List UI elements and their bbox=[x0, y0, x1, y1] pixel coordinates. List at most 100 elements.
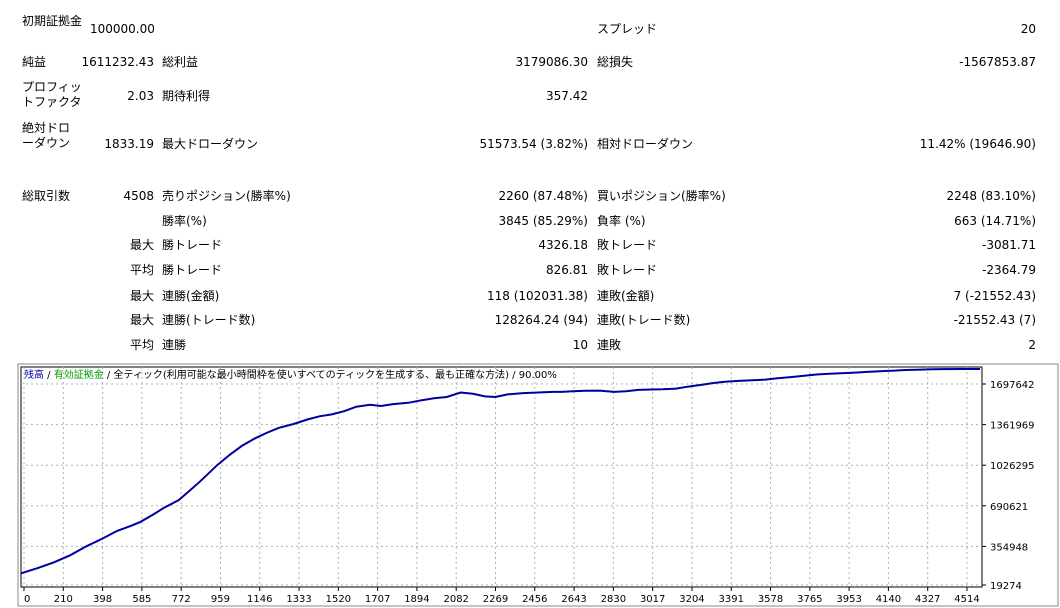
balance-chart: 1697642 1361969 1026295 690621 354948 19274 0… bbox=[0, 362, 1060, 608]
x-tick-label: 4140 bbox=[876, 594, 901, 605]
legend-equity: 有効証拠金 bbox=[53, 370, 104, 381]
max-dd-label: 最大ドローダウン bbox=[162, 137, 259, 151]
legend-separator: / bbox=[508, 370, 519, 381]
legend-separator: / bbox=[103, 370, 114, 381]
profit-factor-value: 2.03 bbox=[127, 89, 154, 103]
consec-win-count-value: 128264.24 (94) bbox=[494, 313, 588, 327]
expected-payoff-value: 357.42 bbox=[546, 89, 588, 103]
avg-consec-loss-label: 連敗 bbox=[597, 338, 622, 352]
largest-win-label: 勝トレード bbox=[162, 238, 223, 252]
largest-win-value: 4326.18 bbox=[538, 238, 588, 252]
x-tick-label: 772 bbox=[172, 594, 191, 605]
y-tick-label: 1026295 bbox=[990, 461, 1035, 472]
x-tick-label: 0 bbox=[24, 594, 30, 605]
average-loss-value: -2364.79 bbox=[982, 263, 1036, 277]
x-tick-label: 1707 bbox=[365, 594, 390, 605]
x-tick-label: 398 bbox=[93, 594, 112, 605]
x-tick-label: 1333 bbox=[286, 594, 311, 605]
balance-series-line bbox=[20, 368, 980, 575]
legend-balance: 残高 bbox=[24, 370, 44, 381]
x-tick-label: 1146 bbox=[247, 594, 272, 605]
y-tick-label: 19274 bbox=[990, 581, 1022, 592]
avg-consec-win-value: 10 bbox=[572, 338, 588, 352]
largest-label: 最大 bbox=[129, 238, 154, 252]
max-consec-amount-label: 最大 bbox=[129, 289, 154, 303]
legend-quality: 90.00% bbox=[518, 370, 557, 381]
loss-rate-value: 663 (14.71%) bbox=[954, 214, 1036, 228]
chart-frame bbox=[17, 363, 1059, 607]
x-tick-label: 3391 bbox=[719, 594, 744, 605]
consec-loss-count-label: 連敗(トレード数) bbox=[597, 313, 691, 327]
max-dd-value: 51573.54 (3.82%) bbox=[479, 137, 588, 151]
x-tick-label: 2082 bbox=[443, 594, 468, 605]
win-rate-value: 3845 (85.29%) bbox=[498, 214, 588, 228]
rel-dd-value: 11.42% (19646.90) bbox=[919, 137, 1036, 151]
win-rate-label: 勝率(%) bbox=[162, 214, 207, 228]
spread-value: 20 bbox=[1020, 22, 1036, 36]
long-positions-label: 買いポジション(勝率%) bbox=[597, 189, 726, 203]
x-tick-label: 1894 bbox=[404, 594, 429, 605]
expected-payoff-label: 期待利得 bbox=[162, 89, 211, 103]
consec-win-amount-label: 連勝(金額) bbox=[162, 289, 220, 303]
avg-consec-loss-value: 2 bbox=[1028, 338, 1036, 352]
x-tick-label: 3953 bbox=[836, 594, 861, 605]
y-axis: 1697642 1361969 1026295 690621 354948 19274 bbox=[982, 380, 1035, 592]
average-loss-label: 敗トレード bbox=[597, 263, 658, 277]
y-tick-label: 1697642 bbox=[990, 380, 1035, 391]
net-profit-value: 1611232.43 bbox=[81, 55, 154, 69]
x-tick-label: 585 bbox=[132, 594, 151, 605]
x-tick-label: 4327 bbox=[915, 594, 940, 605]
consec-loss-amount-value: 7 (-21552.43) bbox=[953, 289, 1036, 303]
x-tick-label: 959 bbox=[211, 594, 230, 605]
x-tick-label: 4514 bbox=[954, 594, 979, 605]
rel-dd-label: 相対ドローダウン bbox=[597, 137, 694, 151]
net-profit-label: 純益 bbox=[22, 55, 47, 69]
x-tick-label: 3765 bbox=[797, 594, 822, 605]
total-trades-value: 4508 bbox=[123, 189, 154, 203]
legend-separator: / bbox=[44, 370, 54, 381]
loss-rate-label: 負率 (%) bbox=[597, 214, 646, 228]
x-tick-label: 2830 bbox=[601, 594, 626, 605]
average-label: 平均 bbox=[129, 263, 154, 277]
avg-consec-win-label: 連勝 bbox=[162, 338, 187, 352]
largest-loss-label: 敗トレード bbox=[597, 238, 658, 252]
chart-canvas: 1697642 1361969 1026295 690621 354948 19274 0… bbox=[17, 363, 1059, 607]
x-tick-label: 1520 bbox=[326, 594, 351, 605]
x-tick-label: 2643 bbox=[561, 594, 586, 605]
x-tick-label: 210 bbox=[54, 594, 73, 605]
x-tick-label: 3578 bbox=[758, 594, 783, 605]
initial-deposit-label: 初期証拠金 bbox=[22, 14, 83, 28]
y-tick-label: 354948 bbox=[990, 542, 1028, 553]
consec-win-count-label: 連勝(トレード数) bbox=[162, 313, 256, 327]
abs-dd-value: 1833.19 bbox=[104, 137, 154, 151]
gross-profit-value: 3179086.30 bbox=[515, 55, 588, 69]
spread-label: スプレッド bbox=[597, 22, 658, 36]
x-tick-label: 3204 bbox=[679, 594, 704, 605]
y-tick-label: 690621 bbox=[990, 502, 1028, 513]
gross-loss-label: 総損失 bbox=[597, 55, 634, 69]
x-tick-label: 3017 bbox=[640, 594, 665, 605]
chart-grid bbox=[21, 367, 982, 587]
max-consec-count-label: 最大 bbox=[129, 313, 154, 327]
average-win-value: 826.81 bbox=[546, 263, 588, 277]
short-positions-value: 2260 (87.48%) bbox=[498, 189, 588, 203]
x-tick-label: 2456 bbox=[522, 594, 547, 605]
short-positions-label: 売りポジション(勝率%) bbox=[162, 189, 291, 203]
initial-deposit-value: 100000.00 bbox=[90, 22, 155, 36]
y-tick-label: 1361969 bbox=[990, 421, 1035, 432]
consec-win-amount-value: 118 (102031.38) bbox=[487, 289, 588, 303]
plot-area bbox=[20, 366, 983, 588]
total-trades-label: 総取引数 bbox=[22, 189, 71, 203]
average-win-label: 勝トレード bbox=[162, 263, 223, 277]
consec-loss-amount-label: 連敗(金額) bbox=[597, 289, 655, 303]
legend-model: 全ティック(利用可能な最小時間枠を使いすべてのティックを生成する、最も正確な方法… bbox=[113, 370, 509, 381]
consec-loss-count-value: -21552.43 (7) bbox=[953, 313, 1036, 327]
largest-loss-value: -3081.71 bbox=[982, 238, 1036, 252]
x-tick-label: 2269 bbox=[483, 594, 508, 605]
avg-consec-label: 平均 bbox=[129, 338, 154, 352]
gross-loss-value: -1567853.87 bbox=[959, 55, 1036, 69]
report-summary: 初期証拠金 100000.00 スプレッド 20 純益 1611232.43 総… bbox=[22, 14, 1036, 352]
profit-factor-label: プロフィットファクタ bbox=[22, 80, 82, 109]
abs-dd-label: 絶対ドローダウン bbox=[22, 121, 71, 150]
x-axis: 0 210 398 585 772 959 1146 1333 1520 1707 1894 2082… bbox=[23, 587, 980, 605]
